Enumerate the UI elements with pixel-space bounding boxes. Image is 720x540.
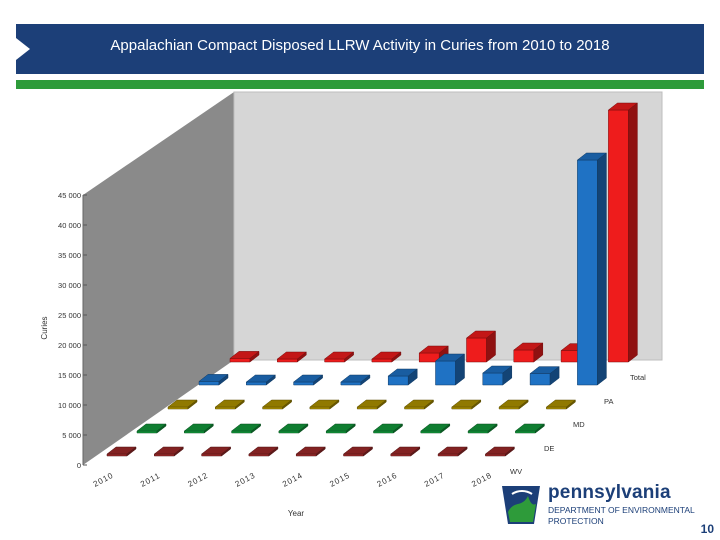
x-tick-label: 2015 xyxy=(328,471,351,489)
logo-wordmark: pennsylvania xyxy=(548,482,671,503)
x-tick-label: 2010 xyxy=(92,471,115,489)
bar-MD-2012 xyxy=(261,399,293,410)
bar-DE-2013 xyxy=(278,423,309,434)
bar-WV-2010 xyxy=(106,446,137,457)
bar-DE-2014 xyxy=(325,423,356,434)
bar-Total-2013 xyxy=(371,351,402,363)
bar-MD-2016 xyxy=(451,399,482,410)
series-label-PA: PA xyxy=(604,397,613,406)
y-tick-label: 35 000 xyxy=(58,251,81,260)
y-tick-label: 20 000 xyxy=(58,341,81,350)
bar-Total-2018 xyxy=(607,102,639,363)
page-number: 10 xyxy=(700,522,714,536)
bar-WV-2014 xyxy=(295,446,326,457)
series-label-Total: Total xyxy=(630,373,646,382)
pa-dep-logo: pennsylvania DEPARTMENT OF ENVIRONMENTAL… xyxy=(498,482,698,530)
chart-title: Appalachian Compact Disposed LLRW Activi… xyxy=(110,37,610,54)
series-label-DE: DE xyxy=(544,444,554,453)
bar-MD-2013 xyxy=(309,399,340,410)
keystone-icon xyxy=(502,486,540,524)
banner-arrow-icon xyxy=(16,38,30,60)
bar-PA-2010 xyxy=(198,373,229,386)
y-tick-label: 10 000 xyxy=(58,401,81,410)
bar-MD-2014 xyxy=(356,399,387,410)
title-banner: Appalachian Compact Disposed LLRW Activi… xyxy=(16,24,704,74)
bar-PA-2016 xyxy=(482,365,513,386)
bar-WV-2013 xyxy=(248,446,279,457)
green-accent-bar xyxy=(16,80,704,89)
bar-WV-2016 xyxy=(390,446,421,457)
bar-PA-2018 xyxy=(576,152,608,386)
bar-Total-2011 xyxy=(276,351,308,363)
x-tick-label: 2018 xyxy=(470,471,493,489)
bar-MD-2018 xyxy=(545,399,577,410)
bar-WV-2015 xyxy=(342,446,374,457)
series-label-WV: WV xyxy=(510,467,522,476)
x-axis-label: Year xyxy=(288,509,305,518)
bar-Total-2015 xyxy=(465,330,497,363)
y-axis-label: Curies xyxy=(40,316,49,339)
bar-WV-2011 xyxy=(153,446,185,457)
x-tick-label: 2017 xyxy=(423,471,446,489)
x-tick-label: 2013 xyxy=(234,471,257,489)
y-tick-label: 25 000 xyxy=(58,311,81,320)
bar-DE-2011 xyxy=(183,423,215,434)
y-tick-label: 5 000 xyxy=(62,431,81,440)
bar-Total-2012 xyxy=(323,351,355,363)
bar-DE-2015 xyxy=(372,423,404,434)
bar-DE-2010 xyxy=(136,423,167,434)
bar-MD-2011 xyxy=(214,399,246,410)
y-tick-label: 30 000 xyxy=(58,281,81,290)
bar-DE-2016 xyxy=(420,423,451,434)
bar-MD-2010 xyxy=(167,399,198,410)
series-label-MD: MD xyxy=(573,420,585,429)
bar-PA-2011 xyxy=(245,374,277,386)
logo-line-1: DEPARTMENT OF ENVIRONMENTAL xyxy=(548,505,695,515)
y-tick-label: 0 xyxy=(77,461,81,470)
bar-Total-2016 xyxy=(513,342,544,363)
y-tick-label: 15 000 xyxy=(58,371,81,380)
bar-WV-2017 xyxy=(437,446,468,457)
x-tick-label: 2012 xyxy=(186,471,209,489)
bar-MD-2015 xyxy=(403,399,435,410)
bar-DE-2017 xyxy=(467,423,498,434)
logo-line-2: PROTECTION xyxy=(548,516,604,526)
y-tick-label: 45 000 xyxy=(58,191,81,200)
bar-WV-2012 xyxy=(200,446,232,457)
bar-PA-2014 xyxy=(387,368,418,386)
bar-DE-2012 xyxy=(230,423,262,434)
side-wall xyxy=(83,92,234,465)
bar-PA-2012 xyxy=(292,374,324,386)
bar-DE-2018 xyxy=(514,423,546,434)
bar-PA-2015 xyxy=(434,353,466,386)
y-tick-label: 40 000 xyxy=(58,221,81,230)
bar-PA-2013 xyxy=(340,374,371,386)
bar-PA-2017 xyxy=(529,366,560,386)
x-tick-label: 2014 xyxy=(281,471,304,489)
x-tick-label: 2011 xyxy=(139,471,162,489)
bar-Total-2010 xyxy=(229,350,260,363)
x-tick-label: 2016 xyxy=(376,471,399,489)
bar-WV-2018 xyxy=(484,446,516,457)
bar-MD-2017 xyxy=(498,399,529,410)
